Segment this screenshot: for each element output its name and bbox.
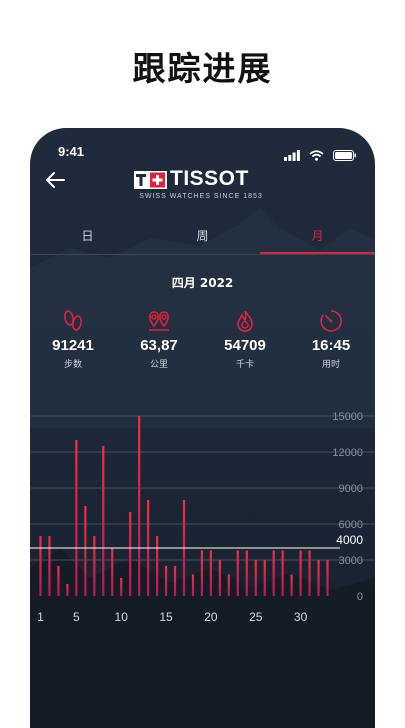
stat-calories-value: 54709 — [224, 337, 266, 354]
stat-distance-label: 公里 — [149, 360, 168, 370]
chart-bar — [164, 566, 168, 596]
chart-bar — [326, 560, 329, 596]
chart-bar — [209, 550, 213, 596]
x-tick-label: 15 — [159, 610, 173, 624]
tissot-cross-icon — [134, 171, 167, 189]
chart-bar — [236, 550, 239, 596]
stat-calories: 54709 千卡 — [202, 308, 288, 370]
period-title: 四月 2022 — [171, 276, 234, 290]
chart-bar — [191, 574, 195, 596]
tab-week[interactable]: 周 — [196, 229, 209, 243]
flame-icon — [237, 310, 253, 332]
x-tick-label: 20 — [204, 610, 218, 624]
x-tick-label: 30 — [294, 610, 308, 624]
x-tick-label: 25 — [249, 610, 263, 624]
chart-bar — [66, 584, 69, 596]
chart-bar — [173, 566, 177, 596]
timer-icon — [320, 310, 342, 332]
status-bar: 9:41 — [30, 142, 375, 162]
chart-bar — [48, 536, 51, 596]
chart-bar — [200, 550, 204, 596]
stat-steps-value: 91241 — [52, 337, 94, 354]
chart-bar — [272, 550, 275, 596]
back-arrow-icon[interactable] — [44, 169, 66, 191]
chart-bar — [129, 512, 132, 596]
footsteps-icon — [64, 310, 82, 331]
top-nav: TISSOT SWISS WATCHES SINCE 1853 — [30, 166, 375, 200]
stat-distance: 63,87 公里 — [116, 308, 202, 370]
x-tick-label: 1 — [37, 610, 44, 624]
x-tick-label: 5 — [73, 610, 80, 624]
brand-tagline: SWISS WATCHES SINCE 1853 — [139, 193, 263, 200]
wifi-icon — [309, 150, 324, 161]
y-tick-label: 12000 — [332, 447, 363, 459]
mountain-background — [30, 208, 375, 728]
chart-bar — [245, 550, 248, 596]
stat-distance-value: 63,87 — [140, 337, 178, 354]
tab-month[interactable]: 月 — [311, 229, 324, 243]
x-tick-label: 10 — [115, 610, 129, 624]
chart-bar — [317, 560, 320, 596]
status-time: 9:41 — [58, 144, 85, 159]
status-icons — [283, 145, 357, 164]
stat-steps-label: 步数 — [63, 360, 82, 370]
y-tick-label: 0 — [357, 591, 363, 603]
y-tick-label: 9000 — [339, 483, 363, 495]
stat-steps: 91241 步数 — [30, 308, 116, 370]
chart-bar — [308, 550, 311, 596]
y-tick-label: 15000 — [332, 411, 363, 423]
brand-name: TISSOT — [170, 167, 249, 190]
signal-icon — [283, 150, 300, 161]
tissot-logo: TISSOT SWISS WATCHES SINCE 1853 — [134, 167, 268, 204]
stat-duration-value: 16:45 — [311, 337, 351, 354]
chart-bar — [263, 560, 266, 596]
phone-screen: 9:41 — [30, 128, 375, 728]
chart-bar — [75, 440, 78, 596]
chart-bar — [111, 548, 114, 596]
chart-bar — [227, 574, 230, 596]
chart-bar — [138, 416, 141, 596]
chart-bar — [155, 536, 159, 596]
chart-bar — [290, 574, 293, 596]
chart-bar — [299, 550, 302, 596]
active-tab-indicator — [260, 252, 375, 254]
stat-duration: 16:45 用时 — [288, 308, 374, 370]
map-pins-icon — [149, 311, 169, 331]
chart-bar — [218, 560, 221, 596]
chart-bar — [39, 536, 42, 596]
battery-icon — [333, 150, 356, 161]
chart-bar — [281, 550, 284, 596]
chart-bar — [84, 506, 87, 596]
chart-bar — [120, 578, 123, 596]
chart-bar — [93, 536, 96, 596]
y-tick-label: 3000 — [339, 555, 363, 567]
stat-calories-label: 千卡 — [235, 360, 254, 370]
y-tick-label: 6000 — [339, 519, 363, 531]
tab-day[interactable]: 日 — [81, 229, 94, 243]
chart-bar — [254, 560, 257, 596]
chart-bar — [102, 446, 105, 596]
goal-line-label: 4000 — [336, 533, 363, 547]
period-tabs: 日 周 月 — [30, 224, 375, 255]
chart-bar — [57, 566, 60, 596]
page-headline: 跟踪进展 — [132, 49, 273, 88]
stat-duration-label: 用时 — [321, 360, 340, 370]
